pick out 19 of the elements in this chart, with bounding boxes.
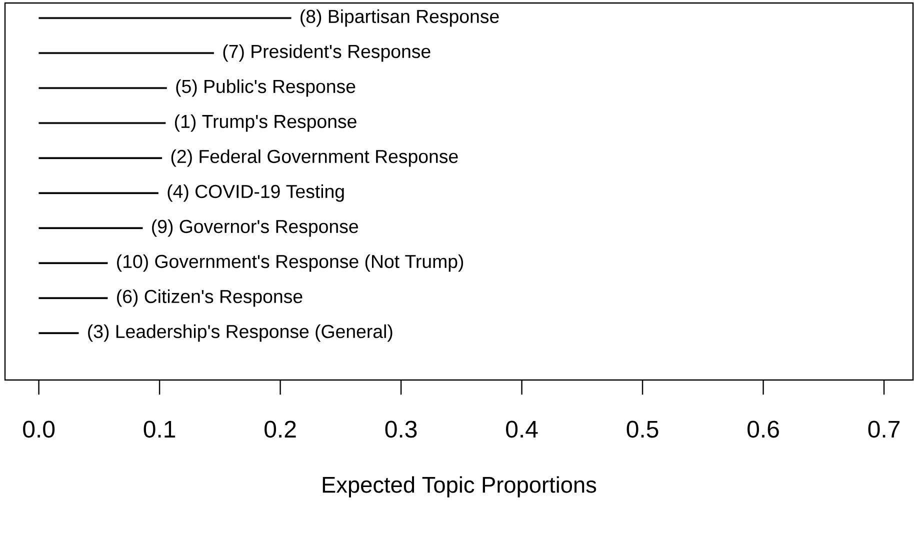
y-tick-label: (6) Citizen's Response <box>117 289 302 307</box>
x-tick-label: 0.6 <box>748 420 779 438</box>
x-tick-label: 0.3 <box>385 420 417 438</box>
x-axis-title: Expected Topic Proportions <box>322 476 596 498</box>
y-tick-label: (8) Bipartisan Response <box>300 9 499 27</box>
y-tick-label: (1) Trump's Response <box>175 114 356 132</box>
y-tick-label: (10) Government's Response (Not Trump) <box>117 254 464 272</box>
y-tick-label: (3) Leadership's Response (General) <box>88 324 392 342</box>
y-tick-label: (9) Governor's Response <box>152 219 358 237</box>
x-tick-label: 0.4 <box>506 420 538 438</box>
x-tick-label: 0.1 <box>144 420 176 438</box>
x-tick-label: 0.5 <box>626 420 658 438</box>
y-tick-label: (4) COVID-19 Testing <box>168 184 344 202</box>
x-tick-label: 0.2 <box>264 420 296 438</box>
x-tick-label: 0.7 <box>868 420 900 438</box>
y-tick-label: (7) President's Response <box>223 44 430 62</box>
y-tick-label: (2) Federal Government Response <box>171 149 458 167</box>
x-tick-label: 0.0 <box>23 420 55 438</box>
y-tick-label: (5) Public's Response <box>176 79 356 97</box>
